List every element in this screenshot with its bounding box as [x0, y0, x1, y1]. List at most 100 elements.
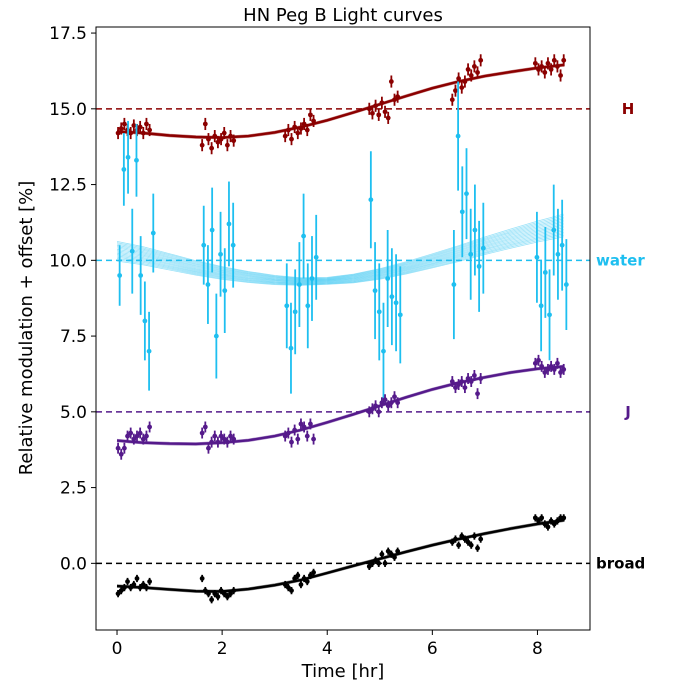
x-tick-label: 4	[322, 639, 333, 659]
data-point	[379, 400, 385, 406]
y-tick-label: 5.0	[60, 403, 87, 423]
data-point	[308, 573, 313, 578]
x-axis-label: Time [hr]	[301, 661, 385, 682]
model-draw-water	[116, 215, 564, 279]
data-point	[295, 436, 301, 442]
data-point	[224, 594, 230, 600]
data-point	[472, 227, 478, 233]
data-point	[125, 433, 130, 439]
data-point	[202, 121, 208, 127]
data-point	[313, 254, 319, 260]
data-point	[144, 585, 149, 590]
data-point	[368, 197, 374, 203]
data-point	[304, 433, 310, 439]
data-point	[373, 403, 378, 409]
x-tick-label: 0	[112, 639, 123, 659]
data-point	[221, 130, 227, 136]
data-point	[285, 127, 291, 133]
data-point	[212, 133, 218, 139]
data-point	[218, 251, 223, 257]
data-point	[542, 270, 548, 275]
data-point	[539, 63, 545, 69]
data-point	[372, 288, 378, 294]
data-point	[449, 379, 455, 384]
y-tick-label: 2.5	[60, 479, 87, 499]
data-point	[551, 227, 557, 233]
model-draw-water	[116, 231, 564, 285]
data-point	[304, 579, 310, 584]
data-point	[558, 370, 563, 375]
data-point	[548, 518, 554, 524]
data-point	[129, 248, 135, 254]
data-point	[118, 126, 124, 131]
model-curve-broad	[116, 519, 564, 593]
data-point	[304, 127, 310, 133]
data-point	[547, 312, 552, 318]
data-point	[395, 400, 401, 406]
data-point	[563, 282, 569, 287]
data-point	[121, 445, 127, 451]
series-broad	[96, 514, 590, 604]
data-point	[288, 345, 294, 351]
data-point	[561, 515, 567, 521]
data-point	[134, 157, 139, 163]
data-point	[534, 254, 540, 260]
data-point	[128, 130, 134, 136]
data-point	[144, 121, 149, 127]
data-point	[231, 436, 237, 442]
data-point	[388, 400, 394, 406]
data-point	[397, 312, 403, 318]
data-point	[462, 385, 468, 390]
data-point	[137, 585, 143, 590]
data-point	[370, 406, 375, 412]
series-J	[96, 354, 590, 460]
data-point	[138, 273, 144, 278]
data-point	[295, 573, 301, 578]
data-point	[475, 391, 480, 397]
data-point	[305, 303, 311, 309]
data-point	[468, 73, 474, 78]
data-point	[131, 582, 137, 587]
data-point	[140, 582, 146, 587]
data-point	[301, 233, 306, 239]
data-point	[209, 145, 215, 151]
data-point	[462, 536, 468, 542]
data-point	[140, 436, 146, 442]
data-point	[459, 379, 465, 384]
data-point	[459, 85, 465, 91]
data-point	[471, 533, 477, 539]
data-point	[382, 109, 388, 115]
data-point	[468, 379, 474, 384]
data-point	[231, 138, 237, 144]
data-point	[471, 63, 477, 69]
data-point	[478, 57, 484, 63]
data-point	[115, 445, 121, 451]
data-point	[449, 97, 455, 103]
data-point	[292, 124, 298, 130]
data-point	[289, 136, 294, 142]
data-point	[118, 451, 124, 457]
data-point	[134, 433, 140, 439]
data-point	[555, 360, 560, 366]
data-point	[289, 439, 294, 445]
data-point	[465, 376, 471, 381]
data-point	[449, 539, 455, 545]
data-point	[226, 221, 232, 227]
data-point	[298, 582, 304, 587]
model-curve-H	[116, 63, 564, 139]
data-point	[298, 126, 304, 131]
data-point	[142, 318, 148, 324]
data-point	[292, 427, 298, 433]
data-point	[370, 560, 375, 566]
data-point	[455, 133, 461, 139]
data-point	[395, 548, 401, 554]
data-point	[150, 230, 156, 236]
y-tick-label: 10.0	[49, 251, 87, 271]
data-point	[137, 124, 143, 130]
model-band-J	[116, 367, 564, 446]
data-point	[212, 591, 218, 597]
series-H	[96, 54, 590, 155]
data-point	[199, 430, 205, 436]
data-point	[451, 282, 457, 287]
data-point	[379, 551, 385, 557]
